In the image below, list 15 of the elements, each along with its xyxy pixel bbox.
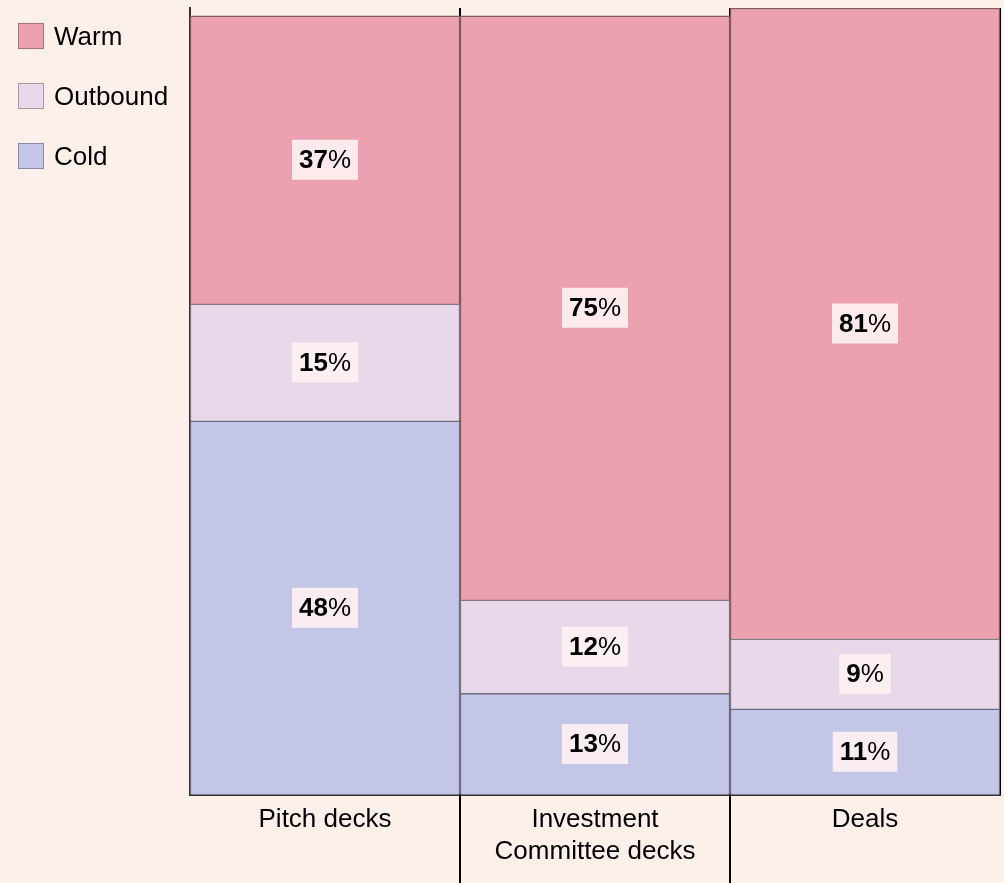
x-tick-label: Deals bbox=[831, 803, 899, 834]
x-tick-label: Pitch decks bbox=[258, 803, 392, 834]
data-label: 9% bbox=[846, 658, 884, 689]
data-label: 11% bbox=[839, 735, 891, 766]
data-label: 37% bbox=[298, 144, 352, 175]
data-label: 12% bbox=[568, 630, 622, 661]
text: Warm bbox=[54, 20, 123, 52]
data-label: 15% bbox=[298, 346, 352, 377]
legend-label: Cold bbox=[54, 140, 108, 172]
data-label: 75% bbox=[568, 292, 622, 323]
data-label: 48% bbox=[298, 591, 352, 622]
legend-label: Outbound bbox=[54, 80, 169, 112]
data-label: 81% bbox=[838, 307, 892, 338]
x-tick-label: Investment Committee decks bbox=[494, 803, 696, 865]
data-label: 13% bbox=[568, 728, 622, 759]
